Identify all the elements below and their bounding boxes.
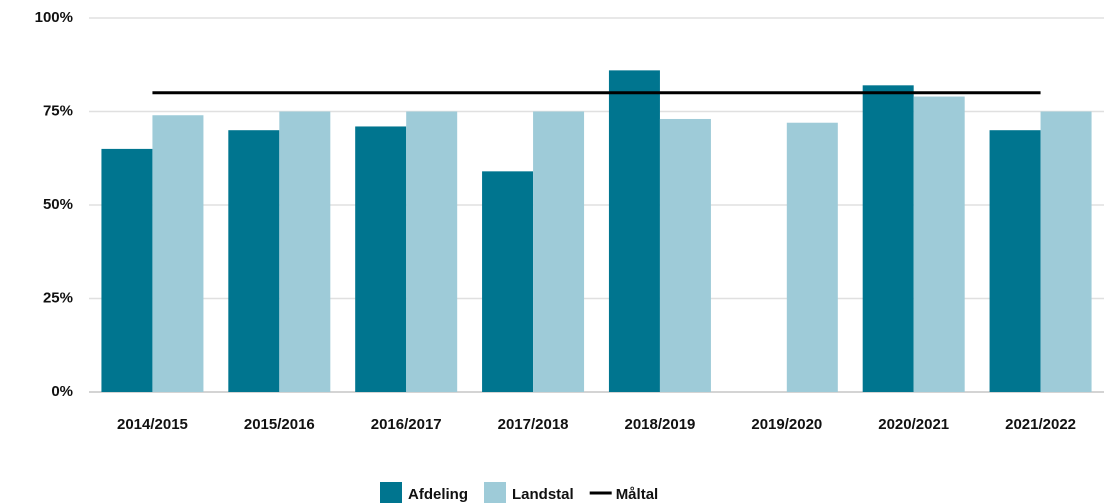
bar	[355, 126, 407, 393]
legend-swatch	[380, 482, 402, 503]
x-tick-label: 2020/2021	[878, 416, 949, 433]
bar	[608, 70, 660, 393]
y-tick-label: 0%	[51, 383, 73, 400]
y-tick-label: 25%	[43, 289, 73, 306]
bar	[406, 111, 458, 392]
x-tick-label: 2014/2015	[117, 416, 188, 433]
x-tick-label: 2018/2019	[624, 416, 695, 433]
legend-swatch	[484, 482, 506, 503]
bar	[279, 111, 331, 392]
bar	[862, 85, 914, 392]
bar	[152, 115, 204, 393]
bar	[913, 96, 965, 392]
bar	[989, 130, 1041, 392]
bar	[786, 122, 838, 392]
y-tick-label: 75%	[43, 102, 73, 119]
x-tick-label: 2015/2016	[244, 416, 315, 433]
bar	[228, 130, 280, 392]
y-tick-label: 100%	[35, 9, 73, 26]
legend-label: Afdeling	[408, 486, 468, 503]
bar	[1040, 111, 1092, 392]
bar	[101, 148, 153, 392]
x-tick-label: 2019/2020	[751, 416, 822, 433]
x-tick-label: 2016/2017	[371, 416, 442, 433]
x-tick-label: 2017/2018	[498, 416, 569, 433]
bar	[533, 111, 585, 392]
bar	[659, 118, 711, 392]
legend-label: Måltal	[616, 486, 659, 503]
y-tick-label: 50%	[43, 196, 73, 213]
bar	[482, 171, 534, 392]
x-tick-label: 2021/2022	[1005, 416, 1076, 433]
legend-label: Landstal	[512, 486, 574, 503]
